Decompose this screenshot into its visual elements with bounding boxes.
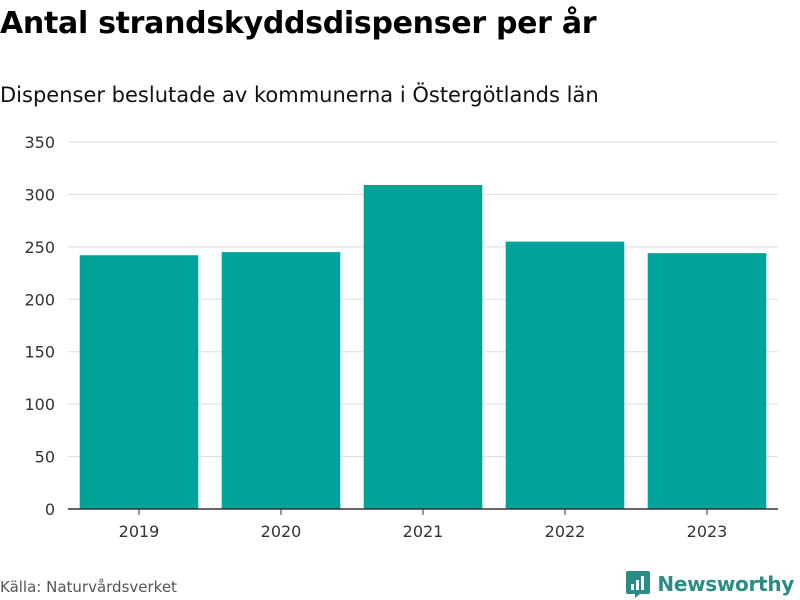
bars	[79, 184, 767, 509]
brand-logo: Newsworthy	[625, 569, 794, 599]
chart-title: Antal strandskyddsdispenser per år	[0, 6, 597, 41]
x-axis-ticks: 2019 2020 2021 2022 2023	[119, 509, 728, 541]
y-tick-label: 150	[24, 343, 55, 362]
bar-2023	[647, 253, 767, 509]
bar-2022	[505, 241, 625, 509]
y-tick-label: 0	[45, 500, 55, 519]
source-note: Källa: Naturvårdsverket	[0, 578, 177, 596]
brand-name: Newsworthy	[657, 572, 794, 596]
x-tick-label: 2020	[261, 522, 302, 541]
y-axis-ticks: 0 50 100 150 200 250 300 350	[24, 133, 55, 519]
x-tick-label: 2022	[545, 522, 586, 541]
x-tick-label: 2019	[119, 522, 160, 541]
y-tick-label: 350	[24, 133, 55, 152]
bar-2020	[221, 252, 341, 509]
newsworthy-logo-icon	[626, 571, 651, 598]
x-tick-label: 2021	[403, 522, 444, 541]
y-tick-label: 100	[24, 395, 55, 414]
y-tick-label: 50	[35, 448, 55, 467]
bar-2019	[79, 255, 199, 509]
chart-subtitle: Dispenser beslutade av kommunerna i Öste…	[0, 83, 599, 107]
y-tick-label: 300	[24, 185, 55, 204]
y-tick-label: 250	[24, 238, 55, 257]
bar-2021	[363, 184, 483, 509]
x-tick-label: 2023	[687, 522, 728, 541]
y-tick-label: 200	[24, 290, 55, 309]
